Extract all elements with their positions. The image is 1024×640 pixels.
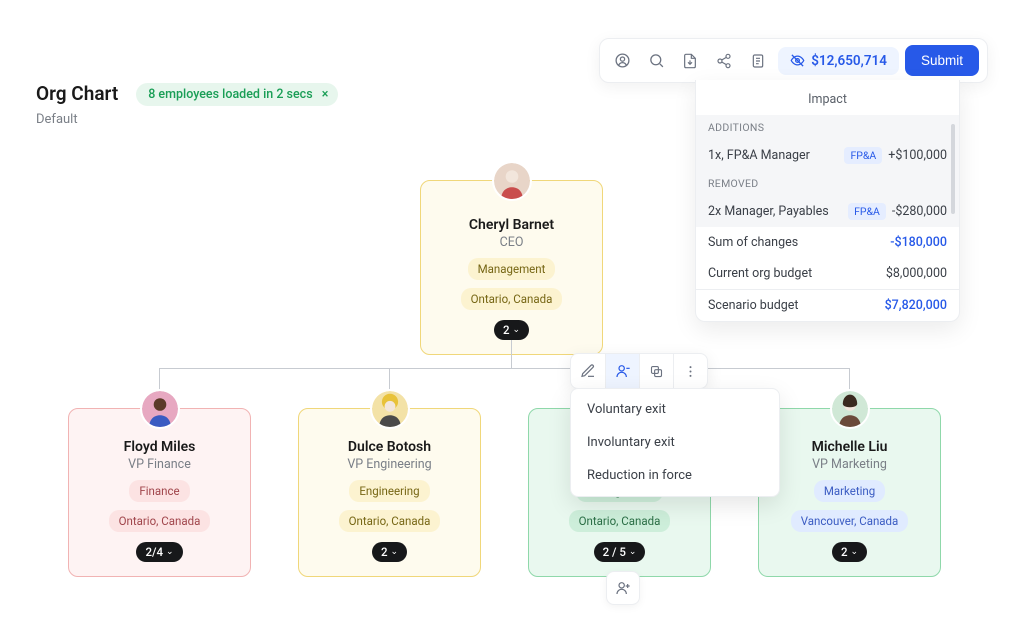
avatar <box>492 161 532 201</box>
remove-person-icon[interactable] <box>605 354 639 388</box>
avatar <box>140 389 180 429</box>
impact-scenario-value: $7,820,000 <box>885 298 947 313</box>
person-role: VP Marketing <box>769 457 930 472</box>
person-role: VP Engineering <box>309 457 470 472</box>
person-role: VP Finance <box>79 457 240 472</box>
page-title: Org Chart <box>36 82 118 105</box>
connector <box>511 340 512 368</box>
edit-icon[interactable] <box>571 354 605 388</box>
impact-tag: FP&A <box>844 147 882 164</box>
connector <box>159 368 849 369</box>
dept-pill: Finance <box>129 480 189 502</box>
add-person-button[interactable] <box>606 571 640 605</box>
impact-sum-row: Sum of changes -$180,000 <box>696 227 959 258</box>
location-pill: Ontario, Canada <box>339 510 441 532</box>
node-actions-toolbar <box>570 353 708 389</box>
notes-icon[interactable] <box>744 47 772 75</box>
count-pill[interactable]: 2⌄ <box>372 542 407 562</box>
chevron-down-icon: ⌄ <box>851 547 859 557</box>
connector <box>389 368 390 390</box>
share-icon[interactable] <box>710 47 738 75</box>
person-name: Dulce Botosh <box>309 439 470 455</box>
connector <box>159 368 160 390</box>
page-subtitle: Default <box>36 112 338 127</box>
chevron-down-icon: ⌄ <box>391 547 399 557</box>
person-name: Michelle Liu <box>769 439 930 455</box>
status-badge-text: 8 employees loaded in 2 secs <box>148 87 312 102</box>
avatar <box>830 389 870 429</box>
person-name: Floyd Miles <box>79 439 240 455</box>
impact-current-row: Current org budget $8,000,000 <box>696 258 959 289</box>
chevron-down-icon: ⌄ <box>166 547 174 557</box>
impact-tag: FP&A <box>848 203 886 220</box>
copy-icon[interactable] <box>639 354 673 388</box>
chevron-down-icon: ⌄ <box>629 547 637 557</box>
scrollbar[interactable] <box>951 124 955 214</box>
dropdown-item[interactable]: Involuntary exit <box>571 426 779 459</box>
count-pill[interactable]: 2⌄ <box>494 320 529 340</box>
top-toolbar: $12,650,714 Submit <box>599 38 988 83</box>
org-card-ceo[interactable]: Cheryl Barnet CEO Management Ontario, Ca… <box>420 180 603 355</box>
person-name: Cheryl Barnet <box>431 217 592 233</box>
dept-pill: Management <box>468 258 556 280</box>
remove-person-dropdown: Voluntary exit Involuntary exit Reductio… <box>570 388 780 497</box>
impact-current-value: $8,000,000 <box>886 266 947 281</box>
impact-title: Impact <box>696 80 959 115</box>
org-card[interactable]: Floyd Miles VP Finance Finance Ontario, … <box>68 408 251 577</box>
impact-addition-row: 1x, FP&A Manager FP&A +$100,000 <box>696 140 959 171</box>
download-icon[interactable] <box>676 47 704 75</box>
impact-panel: Impact ADDITIONS 1x, FP&A Manager FP&A +… <box>695 80 960 322</box>
impact-desc: 2x Manager, Payables <box>708 204 842 219</box>
dropdown-item[interactable]: Reduction in force <box>571 459 779 492</box>
impact-desc: 1x, FP&A Manager <box>708 148 838 163</box>
impact-removed-header: REMOVED <box>696 171 959 196</box>
close-icon[interactable]: × <box>322 87 329 102</box>
count-pill[interactable]: 2/4⌄ <box>136 542 182 562</box>
submit-button[interactable]: Submit <box>905 45 979 76</box>
impact-current-label: Current org budget <box>708 266 812 281</box>
impact-sum-value: -$180,000 <box>890 235 947 250</box>
status-badge: 8 employees loaded in 2 secs × <box>136 83 338 106</box>
count-pill[interactable]: 2⌄ <box>832 542 867 562</box>
dept-pill: Engineering <box>349 480 429 502</box>
impact-scenario-row: Scenario budget $7,820,000 <box>696 289 959 321</box>
budget-pill[interactable]: $12,650,714 <box>778 47 899 75</box>
search-icon[interactable] <box>642 47 670 75</box>
impact-amount: -$280,000 <box>892 204 947 219</box>
impact-additions-header: ADDITIONS <box>696 115 959 140</box>
org-card[interactable]: Michelle Liu VP Marketing Marketing Vanc… <box>758 408 941 577</box>
connector <box>849 368 850 390</box>
avatar <box>370 389 410 429</box>
org-card[interactable]: Dulce Botosh VP Engineering Engineering … <box>298 408 481 577</box>
budget-label: $12,650,714 <box>811 53 887 69</box>
location-pill: Vancouver, Canada <box>791 510 909 532</box>
impact-scenario-label: Scenario budget <box>708 298 799 313</box>
location-pill: Ontario, Canada <box>569 510 671 532</box>
chevron-down-icon: ⌄ <box>513 325 521 335</box>
more-icon[interactable] <box>673 354 707 388</box>
count-pill[interactable]: 2 / 5⌄ <box>594 542 646 562</box>
impact-sum-label: Sum of changes <box>708 235 798 250</box>
location-pill: Ontario, Canada <box>109 510 211 532</box>
user-icon[interactable] <box>608 47 636 75</box>
location-pill: Ontario, Canada <box>461 288 563 310</box>
dropdown-item[interactable]: Voluntary exit <box>571 393 779 426</box>
impact-amount: +$100,000 <box>888 148 947 163</box>
person-role: CEO <box>431 235 592 250</box>
impact-removed-row: 2x Manager, Payables FP&A -$280,000 <box>696 196 959 227</box>
dept-pill: Marketing <box>814 480 885 502</box>
